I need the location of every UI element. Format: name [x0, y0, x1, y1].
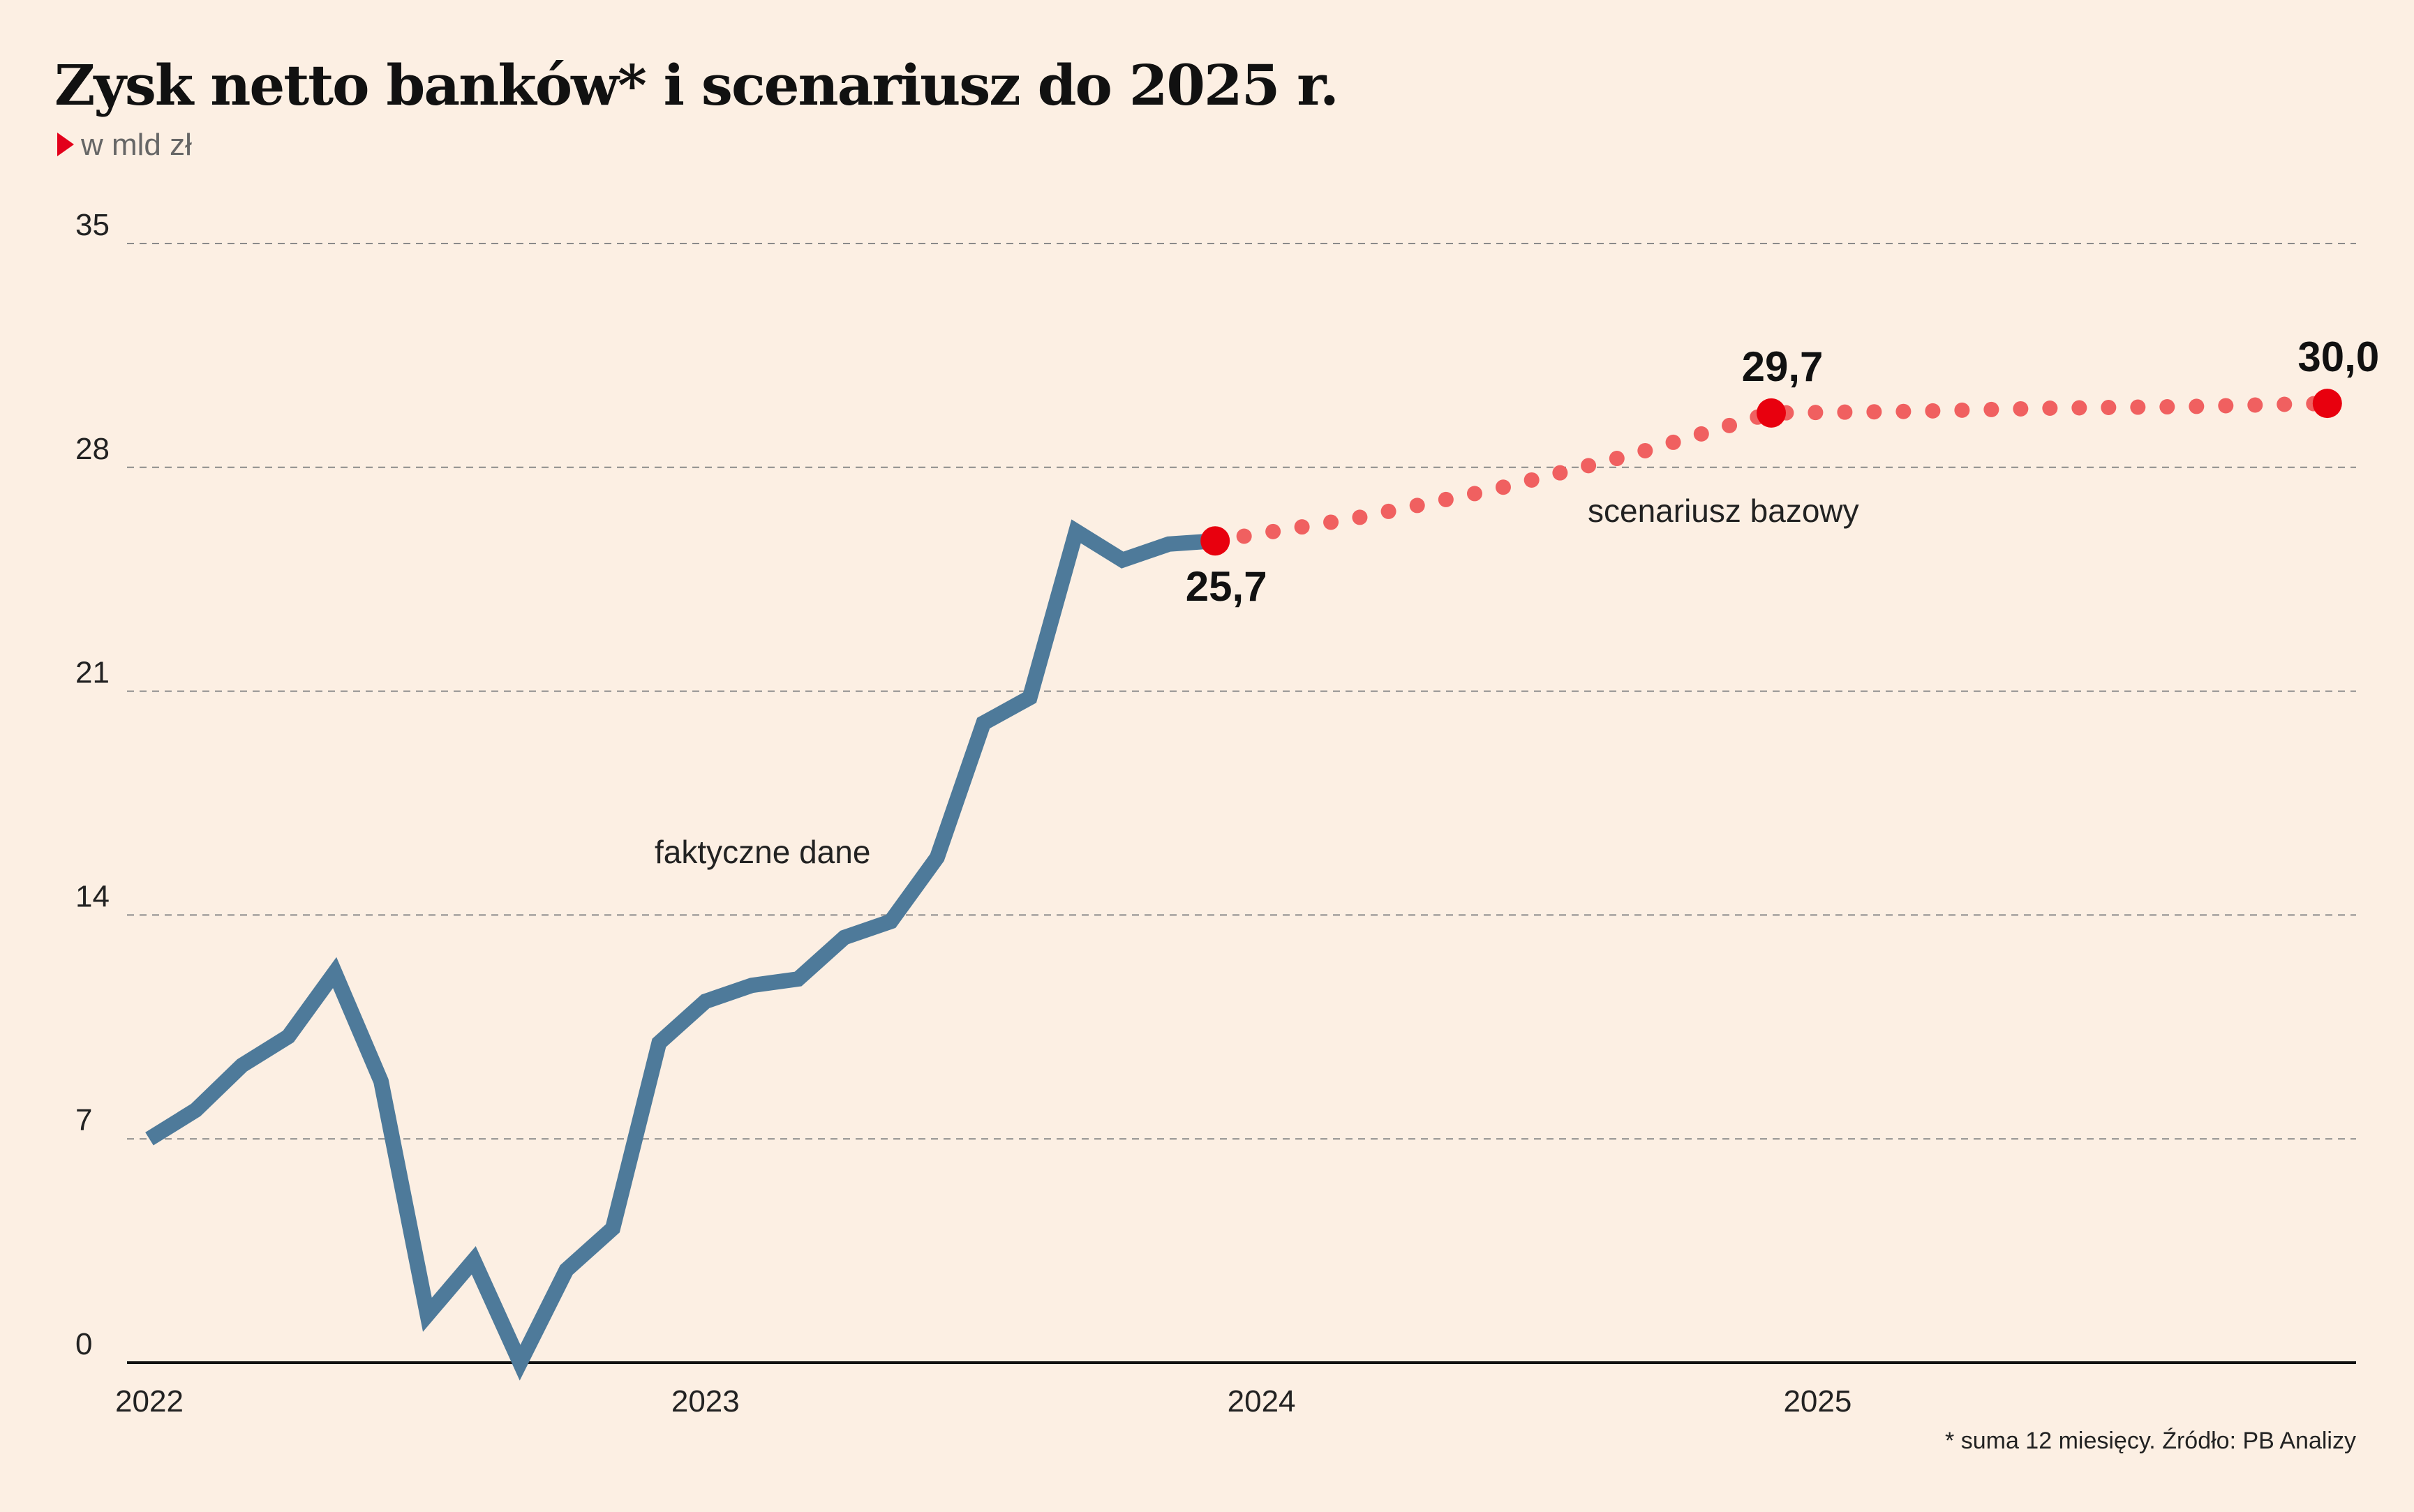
value-label: 30,0: [2297, 334, 2379, 380]
y-tick-label: 28: [75, 432, 110, 466]
series-line-actual: [145, 519, 1216, 1381]
x-tick-label: 2022: [115, 1384, 184, 1419]
chart-title: Zysk netto banków* i scenariusz do 2025 …: [54, 52, 1338, 118]
x-axis-ticks: 2022 2023 2024 2025: [115, 1384, 1852, 1419]
value-label: 29,7: [1742, 343, 1824, 390]
series-label-forecast: scenariusz bazowy: [1588, 493, 1859, 529]
highlight-marker: [1200, 526, 1230, 556]
chart-subtitle: w mld zł: [80, 128, 192, 162]
x-tick-label: 2023: [671, 1384, 740, 1419]
value-label: 25,7: [1186, 563, 1267, 610]
highlight-points: 25,7 29,7 30,0: [1186, 334, 2379, 610]
y-tick-label: 14: [75, 879, 110, 913]
footnote: * suma 12 miesięcy. Źródło: PB Analizy: [1945, 1428, 2356, 1454]
x-tick-label: 2024: [1228, 1384, 1296, 1419]
play-triangle-icon: [57, 133, 74, 156]
y-tick-label: 35: [75, 208, 110, 242]
highlight-marker: [1757, 398, 1786, 428]
y-tick-label: 21: [75, 656, 110, 690]
series-label-actual: faktyczne dane: [655, 834, 870, 870]
y-tick-label: 7: [75, 1103, 92, 1137]
series-line-forecast: [1207, 396, 2335, 549]
series-group: [145, 396, 2335, 1381]
grid-lines: [127, 243, 2356, 1140]
x-tick-label: 2025: [1783, 1384, 1852, 1419]
y-tick-label: 0: [75, 1327, 92, 1361]
y-axis-ticks: 0 7 14 21 28 35: [75, 208, 110, 1361]
highlight-marker: [2312, 389, 2342, 419]
